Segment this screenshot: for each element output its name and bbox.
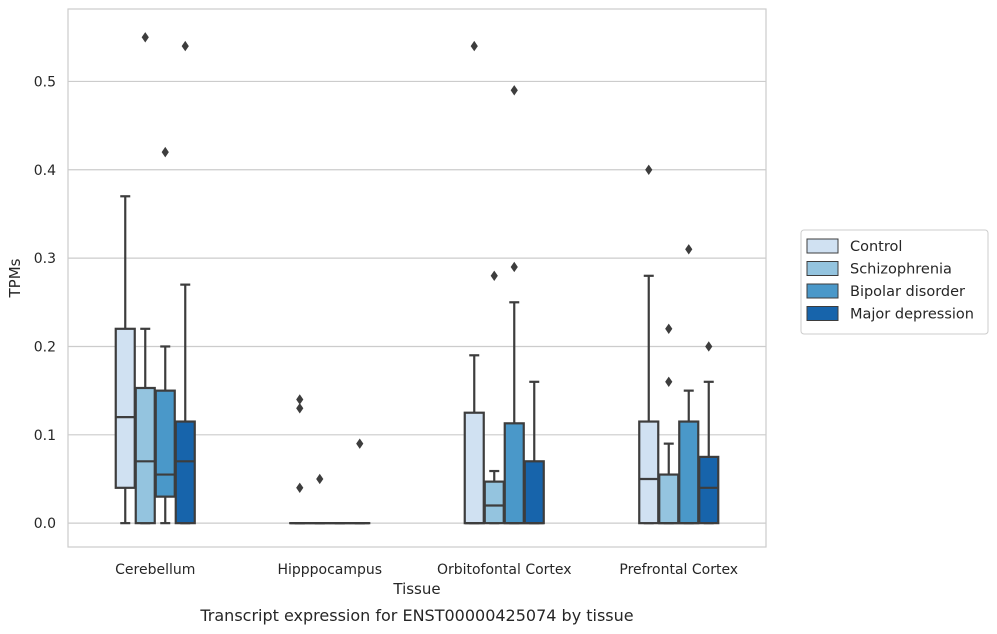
box-schizophrenia-hipppocampus [309,473,331,525]
outlier-point [470,40,478,52]
chart-caption: Transcript expression for ENST0000042507… [199,606,633,625]
outlier-point [705,341,713,352]
legend-label: Major depression [850,307,974,323]
legend-label: Bipolar disorder [850,284,965,300]
box-schizophrenia-prefrontal-cortex [658,323,680,525]
box-schizophrenia-cerebellum [134,32,156,525]
legend-label: Control [850,239,902,255]
outlier-point [296,482,304,494]
plot-frame [67,8,767,548]
outlier-point [665,323,673,334]
legend-swatch [806,283,839,299]
box-body [483,480,505,525]
box-schizophrenia-orbitofontal-cortex [483,270,505,525]
box-body [638,420,660,525]
legend-item-schizophrenia: Schizophrenia [806,261,952,278]
box-control-cerebellum [114,195,136,525]
x-axis-label: Tissue [392,580,440,598]
outlier-point [296,394,304,405]
y-tick-label: 0.4 [34,163,56,179]
legend-swatch [806,306,839,321]
outlier-point [645,164,653,175]
box-body [503,422,525,525]
box-bipolar-disorder-prefrontal-cortex [678,244,700,525]
box-major-depression-orbitofontal-cortex [523,380,545,525]
outlier-point [296,403,304,414]
outlier-point [510,261,518,273]
box-body [134,386,156,525]
outlier-point [161,146,169,158]
x-tick-label: Hipppocampus [277,562,382,578]
outlier-point [685,244,693,255]
box-bipolar-disorder-orbitofontal-cortex [503,85,525,525]
legend-swatch [806,238,839,254]
y-tick-label: 0.0 [34,516,56,532]
box-control-prefrontal-cortex [638,164,660,525]
box-body [463,411,485,525]
outlier-point [356,438,364,449]
legend-item-bipolar-disorder: Bipolar disorder [806,283,965,300]
y-axis-ticks: 0.0 0.1 0.2 0.3 0.4 0.5 [34,74,56,532]
legend: Control Schizophrenia Bipolar disorder Majo… [800,229,989,335]
legend-frame [800,229,989,335]
box-major-depression-cerebellum [174,40,196,525]
outlier-point [510,85,518,96]
box-body [658,473,680,525]
outlier-point [141,32,149,43]
box-body [523,460,545,525]
x-axis-ticks: Cerebellum Hipppocampus Orbitofontal Corte… [115,562,738,578]
box-series-group [114,32,720,525]
box-body [678,420,700,525]
legend-swatch [806,261,839,276]
box-body [698,455,720,525]
y-axis-label: TPMs [6,258,24,298]
box-major-depression-prefrontal-cortex [698,341,720,525]
y-tick-label: 0.5 [34,74,56,90]
y-tick-label: 0.2 [34,339,56,355]
y-tick-label: 0.1 [34,428,56,444]
box-body [114,327,136,489]
legend-item-major-depression: Major depression [806,306,974,323]
outlier-point [665,376,673,388]
box-body [174,420,196,525]
x-tick-label: Orbitofontal Cortex [437,562,572,578]
outlier-point [490,270,498,281]
outlier-point [316,473,324,485]
box-control-hipppocampus [289,394,311,525]
legend-label: Schizophrenia [850,262,952,278]
box-bipolar-disorder-cerebellum [154,146,176,525]
legend-item-control: Control [806,238,902,255]
x-tick-label: Cerebellum [115,562,195,578]
box-control-orbitofontal-cortex [463,40,485,525]
x-tick-label: Prefrontal Cortex [619,562,738,578]
box-body [154,389,176,498]
y-tick-label: 0.3 [34,251,56,267]
outlier-point [181,40,189,52]
box-major-depression-hipppocampus [349,438,371,525]
